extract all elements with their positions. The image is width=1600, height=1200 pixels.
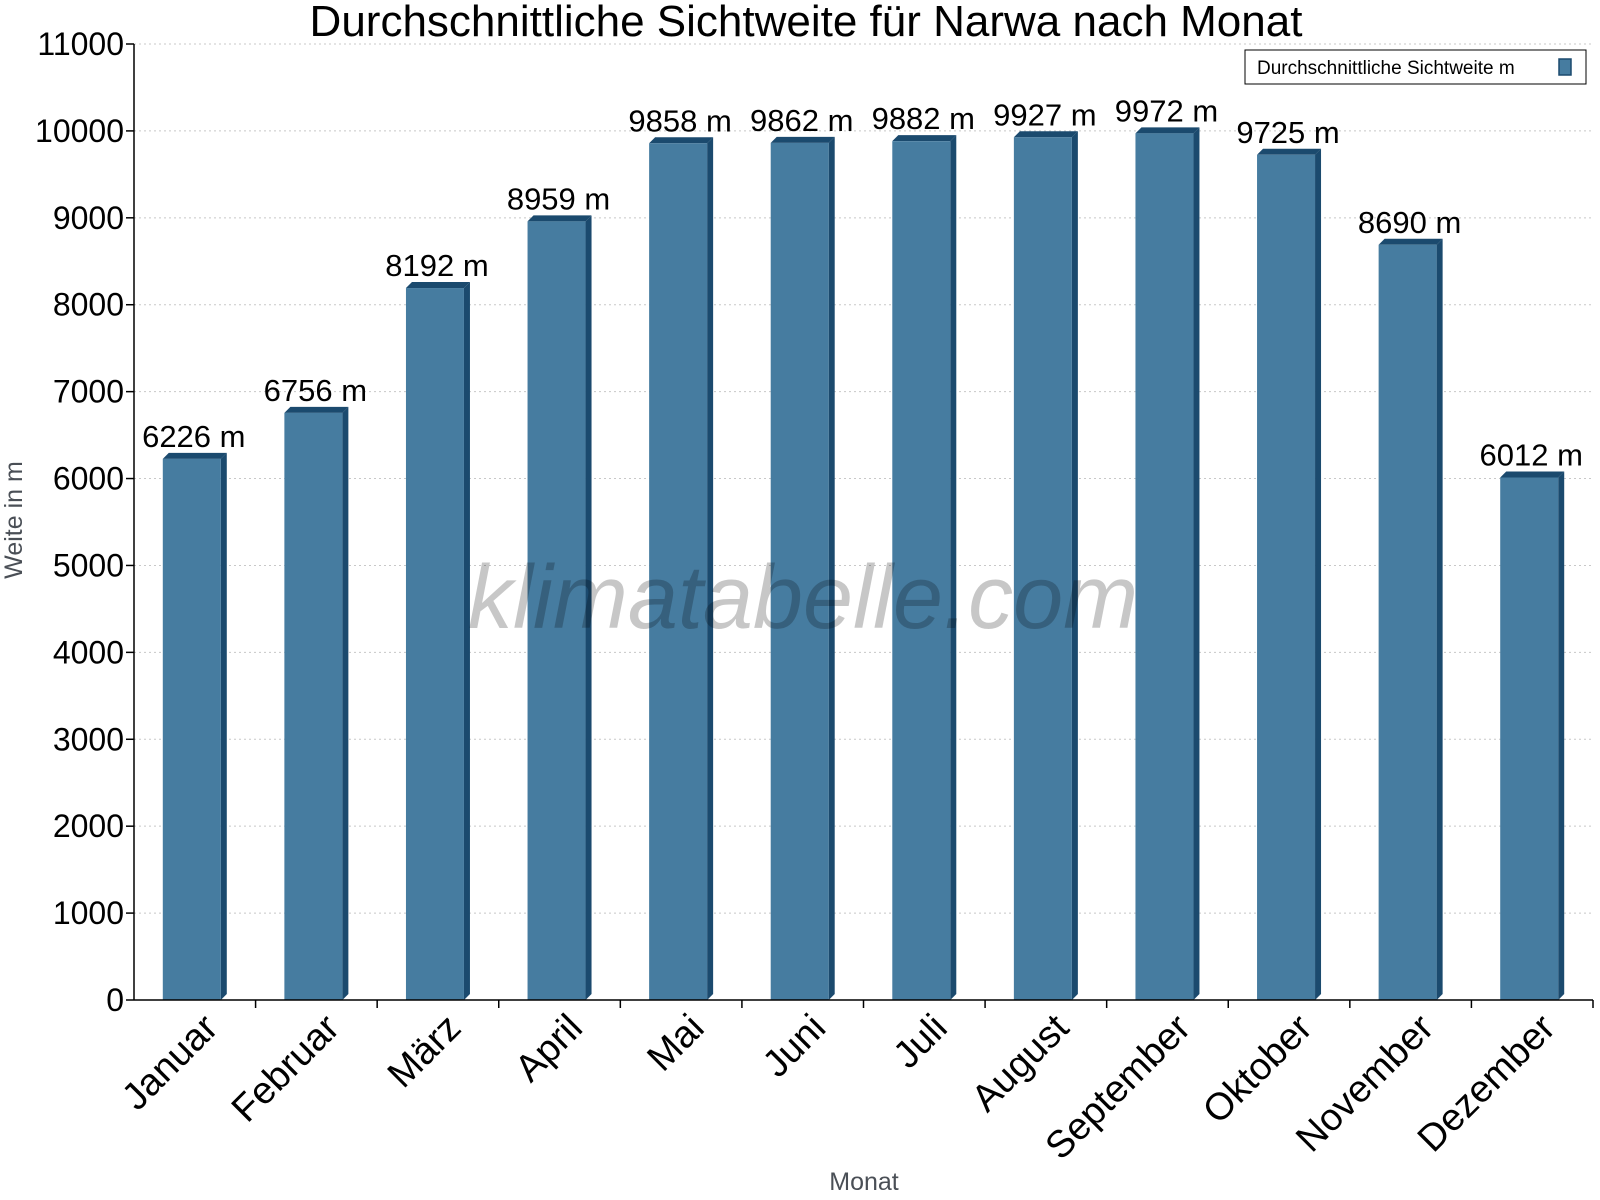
y-tick-label: 3000 bbox=[53, 721, 124, 757]
data-label: 9972 m bbox=[1115, 93, 1218, 128]
y-tick-label: 0 bbox=[106, 982, 124, 1018]
bar bbox=[284, 406, 349, 1001]
y-tick-label: 7000 bbox=[53, 374, 124, 410]
data-label: 9882 m bbox=[872, 101, 975, 136]
data-label: 8192 m bbox=[385, 248, 488, 283]
y-tick-label: 6000 bbox=[53, 461, 124, 497]
x-tick-label: Oktober bbox=[1195, 1006, 1321, 1132]
bar bbox=[1135, 127, 1200, 1001]
bar-series bbox=[162, 127, 1565, 1001]
bar-top bbox=[1378, 238, 1443, 245]
bar bbox=[1013, 131, 1078, 1001]
bar bbox=[1500, 471, 1565, 1000]
bar bbox=[162, 452, 227, 1000]
bar bbox=[649, 137, 714, 1000]
bar-side bbox=[585, 215, 592, 1000]
bar-side bbox=[1071, 131, 1078, 1001]
bar-side bbox=[463, 282, 470, 1000]
bar-front bbox=[649, 143, 708, 1000]
y-axis-ticks: 0 1000 2000 3000 4000 5000 6000 7000 8000 9000 100… bbox=[35, 26, 134, 1018]
y-tick-label: 2000 bbox=[53, 808, 124, 844]
bar-side bbox=[1315, 148, 1322, 1001]
bar bbox=[527, 215, 592, 1000]
y-tick-label: 8000 bbox=[53, 287, 124, 323]
bar-front bbox=[162, 458, 221, 1000]
bar-side bbox=[1558, 471, 1565, 1000]
data-label: 9927 m bbox=[993, 97, 1096, 132]
bar-front bbox=[892, 141, 951, 1000]
bar-side bbox=[220, 452, 227, 1000]
bar-side bbox=[1436, 238, 1443, 1000]
chart-title: Durchschnittliche Sichtweite für Narwa n… bbox=[310, 0, 1303, 46]
bar-front bbox=[770, 142, 829, 1001]
data-label: 9725 m bbox=[1236, 115, 1339, 150]
y-tick-label: 5000 bbox=[53, 547, 124, 583]
bar-top bbox=[892, 135, 957, 142]
bar-front bbox=[1257, 154, 1316, 1001]
data-label: 9858 m bbox=[628, 103, 731, 138]
bar-top bbox=[527, 215, 592, 222]
watermark: klimatabelle.com bbox=[468, 548, 1138, 648]
x-tick-label: April bbox=[507, 1007, 590, 1090]
data-label: 6756 m bbox=[264, 373, 367, 408]
x-tick-label: August bbox=[964, 1006, 1078, 1120]
bar-front bbox=[284, 412, 343, 1001]
y-tick-label: 11000 bbox=[37, 26, 124, 62]
legend-swatch bbox=[1558, 58, 1572, 76]
gridlines bbox=[134, 43, 1593, 914]
x-tick-label: Februar bbox=[224, 1006, 348, 1130]
bar-top bbox=[649, 137, 714, 144]
data-label: 8690 m bbox=[1358, 205, 1461, 240]
bar-front bbox=[1500, 477, 1559, 1000]
legend-box bbox=[1244, 49, 1587, 85]
y-tick-label: 4000 bbox=[53, 634, 124, 670]
bar-front bbox=[405, 288, 464, 1000]
x-tick-label: Januar bbox=[114, 1006, 226, 1118]
bar-top bbox=[162, 452, 227, 459]
bar-front bbox=[1378, 244, 1437, 1000]
y-tick-label: 1000 bbox=[53, 895, 124, 931]
bar-front bbox=[1013, 137, 1072, 1001]
bar-side bbox=[828, 136, 835, 1001]
bar-front bbox=[1135, 133, 1194, 1001]
legend-label: Durchschnittliche Sichtweite m bbox=[1257, 58, 1515, 79]
bar-top bbox=[1135, 127, 1200, 134]
x-tick-label: Juni bbox=[755, 1007, 834, 1086]
data-labels: 6226 m 6756 m 8192 m 8959 m 9858 m 9862 m 9882… bbox=[142, 93, 1583, 472]
bar-side bbox=[950, 135, 957, 1000]
bar-side bbox=[707, 137, 714, 1000]
bar-side bbox=[342, 406, 349, 1001]
bar-top bbox=[770, 136, 835, 143]
x-tick-label: März bbox=[380, 1007, 469, 1096]
data-label: 9862 m bbox=[750, 103, 853, 138]
legend: Durchschnittliche Sichtweite m bbox=[1244, 49, 1587, 85]
data-label: 8959 m bbox=[507, 181, 610, 216]
data-label: 6012 m bbox=[1480, 438, 1583, 473]
x-tick-label: Juli bbox=[886, 1007, 956, 1077]
data-label: 6226 m bbox=[142, 419, 245, 454]
bar-top bbox=[284, 406, 349, 413]
bar bbox=[1378, 238, 1443, 1000]
bar bbox=[1257, 148, 1322, 1001]
bar bbox=[770, 136, 835, 1001]
y-axis-title: Weite in m bbox=[0, 461, 28, 579]
y-tick-label: 10000 bbox=[35, 113, 124, 149]
bar-top bbox=[1500, 471, 1565, 478]
bar-top bbox=[1257, 148, 1322, 155]
bar bbox=[892, 135, 957, 1000]
x-axis-title: Monat bbox=[829, 1168, 899, 1196]
bar bbox=[405, 282, 470, 1000]
y-tick-label: 9000 bbox=[53, 200, 124, 236]
bar-top bbox=[1013, 131, 1078, 138]
bar-front bbox=[527, 221, 586, 1000]
bar-top bbox=[405, 282, 470, 289]
bar-side bbox=[1193, 127, 1200, 1001]
x-tick-label: Mai bbox=[639, 1007, 712, 1080]
